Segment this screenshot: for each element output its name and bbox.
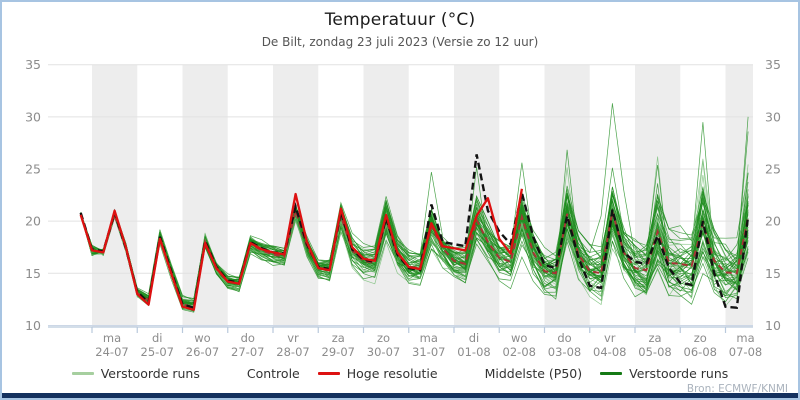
svg-text:15: 15 <box>25 266 41 281</box>
svg-text:za: za <box>332 331 345 345</box>
svg-text:06-08: 06-08 <box>684 345 717 359</box>
svg-text:15: 15 <box>765 266 781 281</box>
svg-text:wo: wo <box>511 331 527 345</box>
legend-label: Hoge resolutie <box>346 366 438 381</box>
svg-text:30: 30 <box>25 109 41 124</box>
svg-text:ma: ma <box>736 331 754 345</box>
bottom-bar <box>2 393 798 398</box>
svg-text:31-07: 31-07 <box>412 345 445 359</box>
svg-text:35: 35 <box>765 57 781 72</box>
svg-text:07-08: 07-08 <box>729 345 762 359</box>
gridlines <box>48 64 753 326</box>
black-dashed-line-swatch-icon <box>218 372 240 375</box>
svg-text:30: 30 <box>765 109 781 124</box>
svg-text:28-07: 28-07 <box>276 345 309 359</box>
legend-item-verstoorde-runs-light: Verstoorde runs <box>71 366 200 381</box>
svg-text:25: 25 <box>765 162 781 177</box>
svg-text:di: di <box>469 331 480 345</box>
svg-text:di: di <box>152 331 163 345</box>
svg-text:do: do <box>557 331 571 345</box>
svg-text:25-07: 25-07 <box>141 345 174 359</box>
legend-item-verstoorde-runs-dark: Verstoorde runs <box>600 366 728 381</box>
legend: Verstoorde runs Controle Hoge resolutie … <box>2 366 798 381</box>
legend-label: Verstoorde runs <box>100 366 200 381</box>
legend-item-controle: Controle <box>218 366 300 381</box>
svg-text:ma: ma <box>103 331 121 345</box>
legend-label: Controle <box>246 366 300 381</box>
svg-text:03-08: 03-08 <box>548 345 581 359</box>
svg-text:25: 25 <box>25 162 41 177</box>
page-title: Temperatuur (°C) <box>324 10 476 30</box>
legend-label: Verstoorde runs <box>629 366 729 381</box>
x-axis: ma24-07di25-07wo26-07do27-07vr28-07za29-… <box>48 326 762 359</box>
svg-text:10: 10 <box>25 318 41 333</box>
legend-label: Middelste (P50) <box>484 366 583 381</box>
svg-text:04-08: 04-08 <box>593 345 626 359</box>
svg-text:20: 20 <box>765 214 781 229</box>
dark-green-line-swatch-icon <box>600 372 623 375</box>
red-line-swatch-icon <box>317 372 340 375</box>
hires-line <box>79 188 524 311</box>
svg-text:za: za <box>648 331 661 345</box>
legend-item-middelste-p50: Middelste (P50) <box>456 366 583 381</box>
svg-text:zo: zo <box>694 331 707 345</box>
svg-text:zo: zo <box>377 331 390 345</box>
svg-text:wo: wo <box>194 331 210 345</box>
svg-text:01-08: 01-08 <box>457 345 490 359</box>
page-subtitle: De Bilt, zondag 23 juli 2023 (Versie zo … <box>261 35 539 49</box>
svg-text:35: 35 <box>25 57 41 72</box>
svg-text:vr: vr <box>604 331 616 345</box>
svg-text:26-07: 26-07 <box>186 345 219 359</box>
y-axis-labels: 35 35 30 30 25 25 20 20 15 15 10 10 <box>25 57 781 333</box>
svg-text:ma: ma <box>420 331 438 345</box>
light-green-line-swatch-icon <box>71 372 94 375</box>
svg-text:29-07: 29-07 <box>322 345 355 359</box>
svg-text:do: do <box>241 331 255 345</box>
legend-item-hoge-resolutie: Hoge resolutie <box>317 366 438 381</box>
svg-text:10: 10 <box>765 318 781 333</box>
source-credit: Bron: ECMWF/KNMI <box>686 383 788 395</box>
svg-text:24-07: 24-07 <box>95 345 128 359</box>
svg-text:02-08: 02-08 <box>503 345 536 359</box>
svg-text:05-08: 05-08 <box>638 345 671 359</box>
svg-text:vr: vr <box>287 331 299 345</box>
darkred-dashed-line-swatch-icon <box>456 372 478 375</box>
svg-text:30-07: 30-07 <box>367 345 400 359</box>
svg-text:20: 20 <box>25 214 41 229</box>
svg-text:27-07: 27-07 <box>231 345 264 359</box>
